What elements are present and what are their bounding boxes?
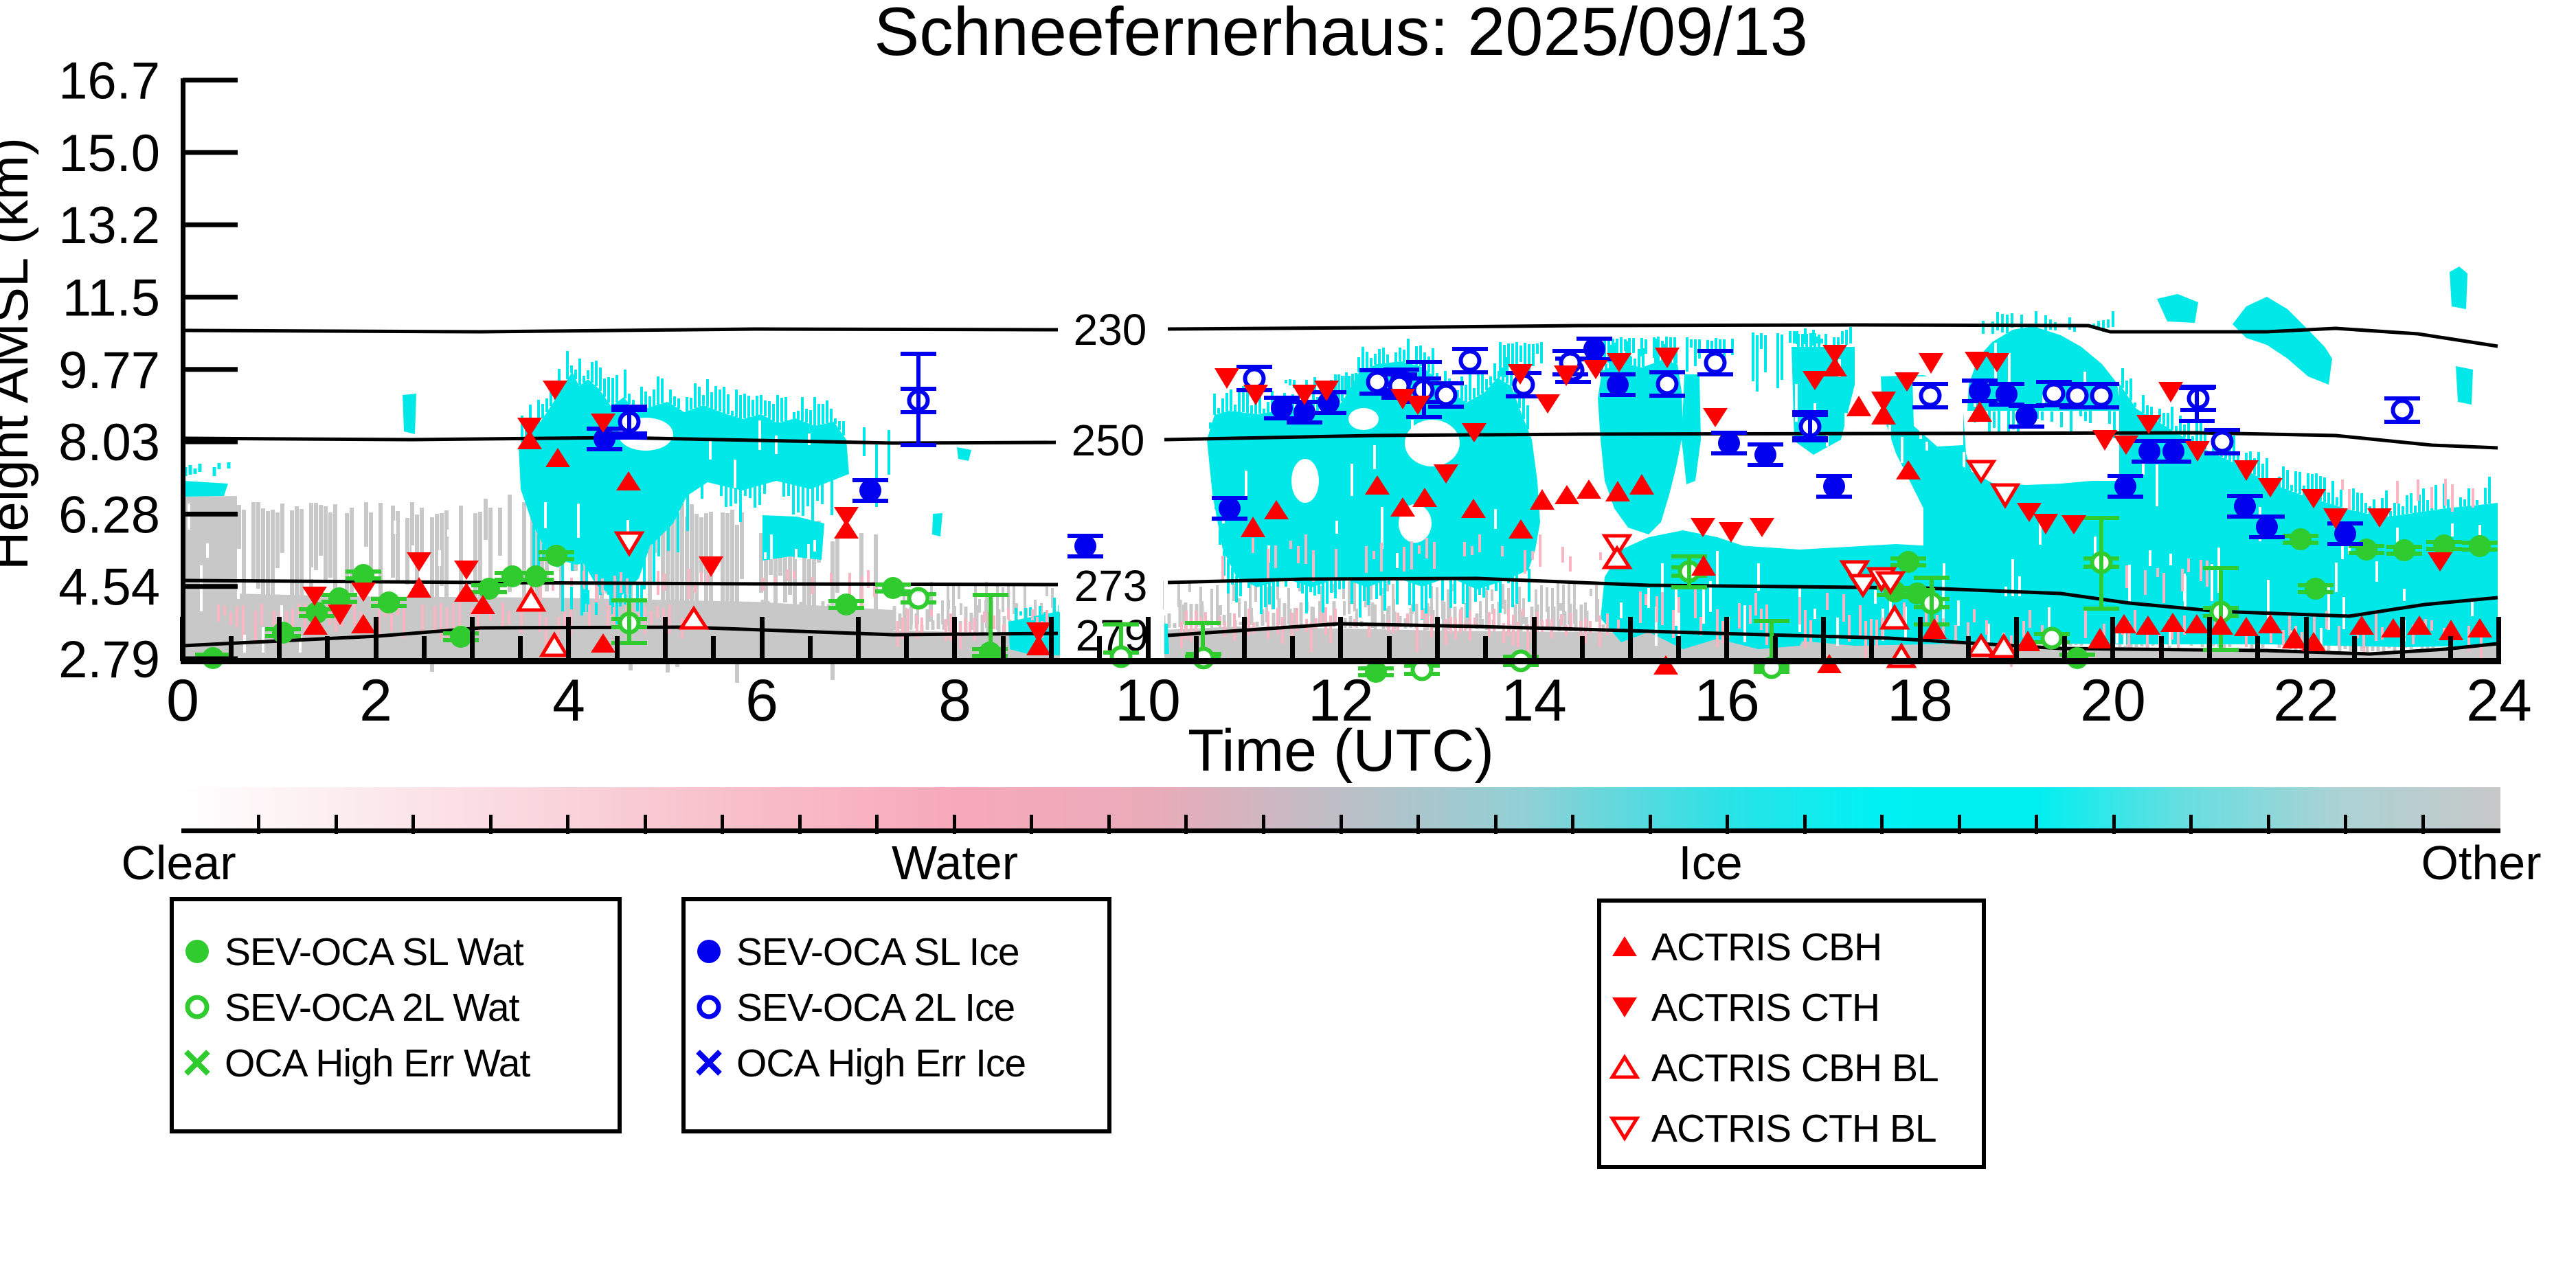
svg-text:Time (UTC): Time (UTC) [1188,718,1494,784]
svg-text:ACTRIS CTH BL: ACTRIS CTH BL [1651,1107,1936,1151]
svg-text:230: 230 [1074,305,1147,354]
svg-text:24: 24 [2466,668,2532,734]
svg-text:10: 10 [1115,668,1181,734]
svg-text:Height AMSL (km): Height AMSL (km) [0,137,39,570]
svg-text:8: 8 [938,668,971,734]
svg-text:OCA High Err Ice: OCA High Err Ice [736,1041,1026,1085]
svg-text:2.79: 2.79 [58,631,160,689]
svg-text:Ice: Ice [1678,836,1742,890]
svg-text:4.54: 4.54 [58,558,160,617]
svg-text:SEV-OCA 2L Wat: SEV-OCA 2L Wat [225,986,520,1030]
svg-text:Other: Other [2421,836,2541,890]
svg-text:20: 20 [2080,668,2146,734]
svg-text:250: 250 [1072,416,1145,465]
svg-text:ACTRIS CTH: ACTRIS CTH [1651,986,1879,1030]
svg-text:2: 2 [359,668,392,734]
svg-text:SEV-OCA SL Wat: SEV-OCA SL Wat [225,930,524,974]
svg-text:9.77: 9.77 [58,341,160,400]
svg-text:18: 18 [1887,668,1953,734]
svg-text:16: 16 [1694,668,1760,734]
svg-text:16.7: 16.7 [58,52,160,111]
svg-text:15.0: 15.0 [58,124,160,183]
svg-text:22: 22 [2273,668,2339,734]
svg-text:273: 273 [1074,561,1148,611]
svg-text:4: 4 [552,668,585,734]
svg-text:11.5: 11.5 [63,269,160,328]
svg-text:Schneefernerhaus: 2025/09/13: Schneefernerhaus: 2025/09/13 [874,0,1808,69]
svg-text:SEV-OCA 2L Ice: SEV-OCA 2L Ice [736,986,1015,1030]
svg-text:0: 0 [166,668,199,734]
svg-text:14: 14 [1501,668,1567,734]
svg-text:SEV-OCA SL Ice: SEV-OCA SL Ice [736,930,1019,974]
svg-text:Clear: Clear [121,836,236,890]
svg-text:OCA High Err Wat: OCA High Err Wat [225,1041,530,1085]
svg-text:6: 6 [745,668,778,734]
svg-text:13.2: 13.2 [58,196,160,255]
svg-text:8.03: 8.03 [58,414,160,472]
svg-text:6.28: 6.28 [58,486,160,544]
svg-text:12: 12 [1308,668,1374,734]
svg-text:Water: Water [892,836,1018,890]
svg-text:ACTRIS CBH BL: ACTRIS CBH BL [1651,1046,1939,1090]
svg-text:ACTRIS CBH: ACTRIS CBH [1651,925,1882,969]
